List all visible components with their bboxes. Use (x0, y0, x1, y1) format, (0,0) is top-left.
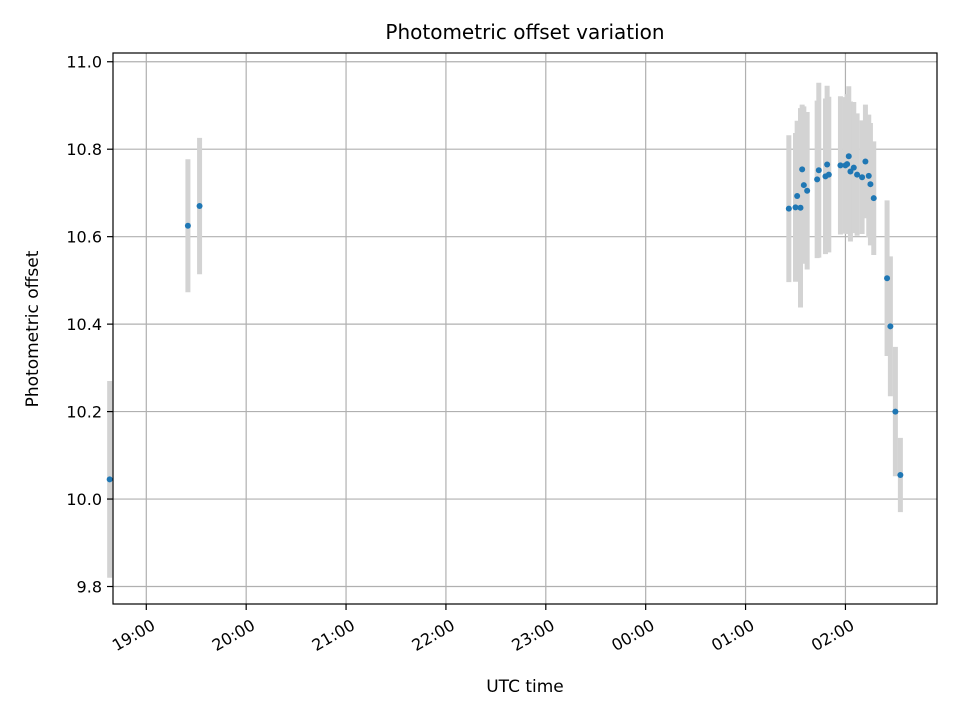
chart-title: Photometric offset variation (385, 20, 664, 44)
data-point (847, 168, 854, 175)
data-point (887, 323, 894, 330)
data-points (106, 153, 904, 483)
x-axis-label: UTC time (486, 677, 564, 697)
data-point (814, 176, 821, 183)
y-tick-label: 10.4 (66, 315, 102, 334)
data-point (815, 167, 822, 174)
data-point (867, 181, 874, 188)
y-tick-label: 9.8 (77, 578, 102, 597)
data-point (824, 161, 831, 168)
data-point (106, 476, 113, 483)
data-point (785, 205, 792, 212)
y-tick-label: 10.0 (66, 490, 102, 509)
data-point (850, 164, 857, 171)
y-tick-label: 11.0 (66, 53, 102, 72)
data-point (844, 161, 851, 168)
data-point (859, 174, 866, 181)
y-tick-label: 10.2 (66, 403, 102, 422)
data-point (870, 195, 877, 202)
data-point (800, 182, 807, 189)
data-point (837, 162, 844, 169)
data-point (196, 203, 203, 210)
data-point (794, 192, 801, 199)
data-point (845, 153, 852, 160)
data-point (184, 222, 191, 229)
data-point (799, 166, 806, 173)
y-tick-label: 10.8 (66, 140, 102, 159)
data-point (854, 171, 861, 178)
data-point (897, 471, 904, 478)
y-tick-label: 10.6 (66, 228, 102, 247)
data-point (892, 408, 899, 415)
data-point (792, 204, 799, 211)
data-point (804, 187, 811, 194)
data-point (862, 158, 869, 165)
data-point (865, 172, 872, 179)
data-point (884, 275, 891, 282)
data-point (797, 204, 804, 211)
plot-frame (112, 52, 938, 605)
y-axis-label: Photometric offset (23, 250, 43, 407)
data-point (825, 171, 832, 178)
